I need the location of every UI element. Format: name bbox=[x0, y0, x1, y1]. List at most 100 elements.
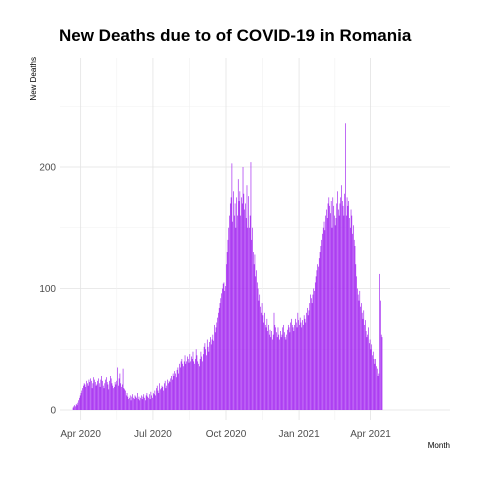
bar bbox=[339, 216, 340, 410]
bar bbox=[104, 383, 105, 410]
bar bbox=[103, 386, 104, 410]
y-axis-ticks: 0100200 bbox=[39, 163, 56, 417]
bar bbox=[318, 267, 319, 410]
bar bbox=[155, 395, 156, 410]
bar bbox=[171, 376, 172, 410]
bar bbox=[343, 206, 344, 410]
x-axis-title: Month bbox=[428, 441, 450, 450]
bar bbox=[93, 383, 94, 410]
bar bbox=[197, 355, 198, 410]
bar bbox=[211, 344, 212, 410]
bar bbox=[315, 282, 316, 410]
bar bbox=[158, 393, 159, 410]
bar bbox=[300, 318, 301, 410]
bar bbox=[305, 323, 306, 410]
bar bbox=[340, 203, 341, 410]
bar bbox=[102, 381, 103, 410]
bar bbox=[191, 357, 192, 410]
x-tick-label: Oct 2020 bbox=[206, 429, 247, 440]
bar bbox=[98, 378, 99, 410]
bar bbox=[193, 361, 194, 410]
bar bbox=[180, 367, 181, 410]
bar bbox=[143, 397, 144, 410]
y-tick-label: 200 bbox=[39, 163, 56, 174]
y-axis-title: New Deaths bbox=[29, 57, 38, 101]
bar bbox=[97, 381, 98, 410]
bar bbox=[227, 252, 228, 410]
bar bbox=[365, 320, 366, 410]
bar bbox=[186, 361, 187, 410]
bar bbox=[170, 378, 171, 410]
bar bbox=[265, 325, 266, 410]
bar bbox=[135, 395, 136, 410]
bar bbox=[165, 381, 166, 410]
bar bbox=[79, 398, 80, 410]
bar bbox=[375, 364, 376, 410]
bar bbox=[73, 408, 74, 410]
bar bbox=[135, 397, 136, 410]
bar bbox=[244, 210, 245, 410]
bar bbox=[328, 203, 329, 410]
bar bbox=[313, 289, 314, 411]
bar bbox=[238, 179, 239, 410]
bar bbox=[232, 163, 233, 410]
bar bbox=[270, 337, 271, 410]
bar bbox=[340, 197, 341, 410]
bar bbox=[274, 325, 275, 410]
bar bbox=[278, 327, 279, 410]
bar bbox=[209, 352, 210, 410]
bar bbox=[298, 320, 299, 410]
bar bbox=[119, 378, 120, 410]
bar bbox=[188, 359, 189, 410]
bar bbox=[151, 392, 152, 410]
bar bbox=[205, 343, 206, 410]
bar bbox=[237, 216, 238, 410]
bar bbox=[213, 341, 214, 410]
bar bbox=[268, 325, 269, 410]
bar bbox=[198, 364, 199, 410]
bar bbox=[74, 406, 75, 410]
bar bbox=[224, 282, 225, 410]
bar bbox=[114, 387, 115, 410]
bar bbox=[381, 335, 382, 410]
bar bbox=[370, 340, 371, 410]
bar bbox=[344, 194, 345, 410]
bar bbox=[327, 218, 328, 410]
bar bbox=[362, 313, 363, 410]
bar bbox=[108, 384, 109, 410]
bar bbox=[297, 313, 298, 410]
bar bbox=[184, 361, 185, 410]
bar bbox=[373, 352, 374, 410]
bar bbox=[352, 234, 353, 410]
bar bbox=[85, 387, 86, 410]
bar bbox=[201, 352, 202, 410]
bar bbox=[142, 399, 143, 410]
bar bbox=[254, 264, 255, 410]
bar bbox=[173, 374, 174, 410]
bar bbox=[316, 276, 317, 410]
bar bbox=[77, 405, 78, 410]
bar bbox=[236, 228, 237, 410]
bar bbox=[101, 380, 102, 410]
bar bbox=[309, 303, 310, 410]
bar bbox=[378, 376, 379, 410]
bar bbox=[361, 303, 362, 410]
bar bbox=[352, 216, 353, 410]
bar bbox=[169, 381, 170, 410]
bar bbox=[94, 380, 95, 410]
bar bbox=[213, 335, 214, 410]
bar bbox=[228, 240, 229, 410]
bar bbox=[225, 286, 226, 410]
bar bbox=[130, 395, 131, 410]
bar bbox=[371, 349, 372, 410]
bar bbox=[325, 216, 326, 410]
bar bbox=[266, 327, 267, 410]
bar bbox=[257, 282, 258, 410]
bar bbox=[320, 252, 321, 410]
bar bbox=[360, 307, 361, 410]
bar bbox=[374, 359, 375, 410]
bar bbox=[334, 216, 335, 410]
bar bbox=[349, 218, 350, 410]
bar bbox=[253, 252, 254, 410]
bar bbox=[115, 382, 116, 410]
